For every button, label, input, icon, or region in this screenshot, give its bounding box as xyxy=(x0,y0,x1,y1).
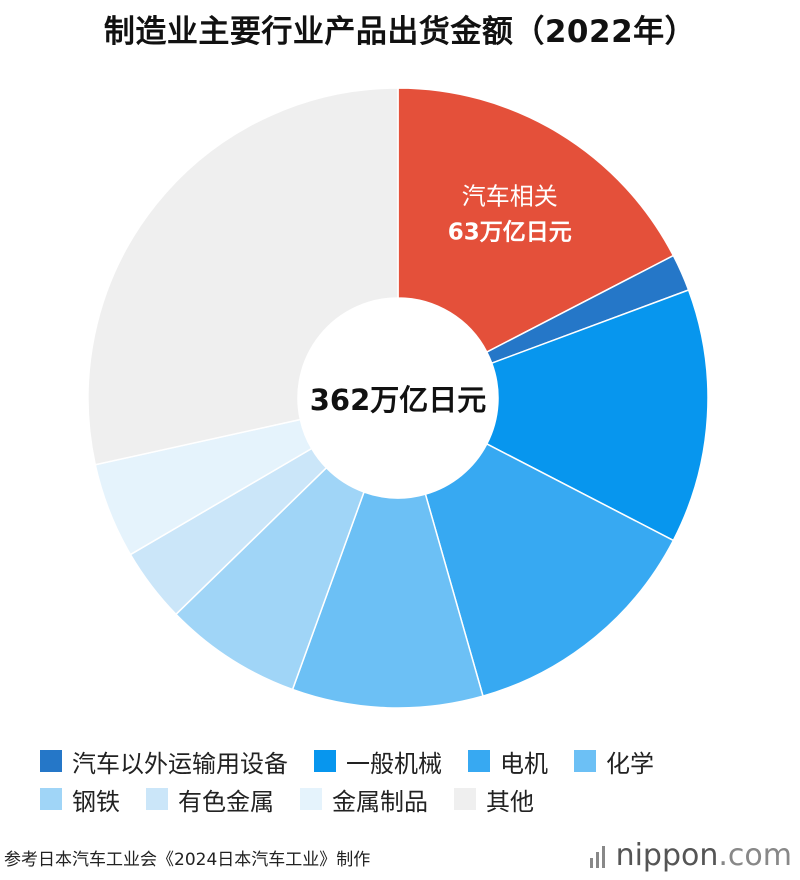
legend-swatch xyxy=(468,750,490,772)
brand-tld: .com xyxy=(718,838,792,873)
legend-label: 汽车以外运输用设备 xyxy=(72,749,288,778)
legend-swatch xyxy=(574,750,596,772)
pie-slice xyxy=(424,442,675,698)
legend-row: 汽车以外运输用设备 一般机械 电机 化学 xyxy=(40,742,780,780)
legend-item: 电机 xyxy=(468,744,548,779)
legend-label: 金属制品 xyxy=(332,787,428,816)
legend-item: 化学 xyxy=(574,744,654,779)
legend-label: 一般机械 xyxy=(346,749,442,778)
legend-swatch xyxy=(146,788,168,810)
pie-slice xyxy=(291,491,484,709)
legend-item: 一般机械 xyxy=(314,744,442,779)
chart-title: 制造业主要行业产品出货金额（2022年） xyxy=(103,14,697,50)
legend-label: 有色金属 xyxy=(178,787,274,816)
legend-swatch xyxy=(300,788,322,810)
pie-slice xyxy=(397,87,675,354)
legend-swatch xyxy=(454,788,476,810)
legend-item: 金属制品 xyxy=(300,782,428,817)
brand-logo: nippon .com xyxy=(589,838,792,873)
source-note: 参考日本汽车工业会《2024日本汽车工业》制作 xyxy=(4,850,371,870)
legend-item: 有色金属 xyxy=(146,782,274,817)
legend-item: 汽车以外运输用设备 xyxy=(40,744,288,779)
legend-row: 钢铁 有色金属 金属制品 其他 xyxy=(40,780,780,818)
legend-label: 钢铁 xyxy=(72,787,120,816)
slice-label-name: 汽车相关 xyxy=(462,182,558,210)
legend-label: 其他 xyxy=(486,787,534,816)
pie-slice xyxy=(485,289,709,542)
brand-name: nippon xyxy=(615,838,719,873)
legend-swatch xyxy=(40,750,62,772)
legend-label: 电机 xyxy=(500,749,548,778)
legend: 汽车以外运输用设备 一般机械 电机 化学 钢铁 有色金属 金属制品 xyxy=(40,742,780,818)
legend-swatch xyxy=(314,750,336,772)
brand-mark-icon xyxy=(589,844,608,868)
legend-swatch xyxy=(40,788,62,810)
pie-slice xyxy=(87,87,399,466)
legend-item: 其他 xyxy=(454,782,534,817)
center-total-label: 362万亿日元 xyxy=(310,383,487,417)
legend-label: 化学 xyxy=(606,749,654,778)
legend-item: 钢铁 xyxy=(40,782,120,817)
slice-label-value: 63万亿日元 xyxy=(448,219,572,245)
donut-chart: 汽车相关 63万亿日元 362万亿日元 xyxy=(87,87,709,709)
